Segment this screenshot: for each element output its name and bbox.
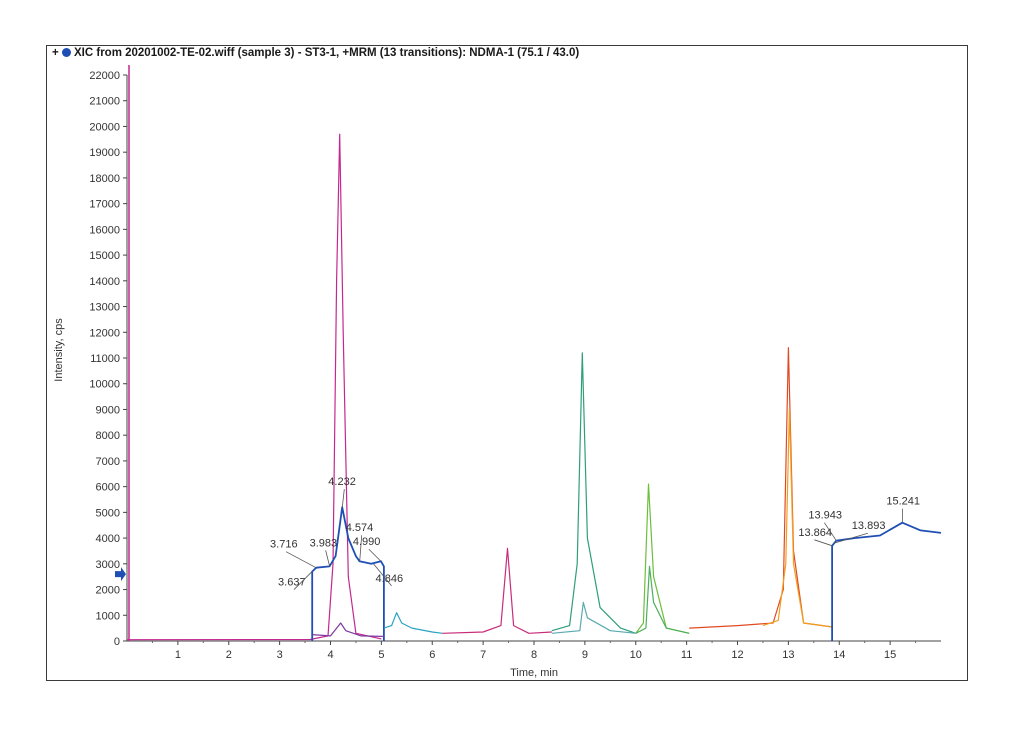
x-tick-label: 14 — [833, 649, 845, 661]
threshold-arrow-icon — [115, 567, 126, 582]
peak-leader-line — [833, 532, 868, 544]
y-tick-label: 8000 — [96, 430, 120, 442]
x-tick-label: 6 — [429, 649, 435, 661]
x-tick-label: 1 — [175, 649, 181, 661]
peak-label: 13.893 — [852, 520, 886, 532]
peak-leader-line — [824, 522, 837, 541]
peak-leader-line — [293, 571, 313, 590]
y-tick-label: 13000 — [89, 302, 120, 314]
peak-label: 3.983 — [310, 537, 338, 549]
x-tick-label: 11 — [681, 649, 692, 661]
peak-label: 13.864 — [798, 527, 832, 539]
peak-leader-line — [359, 535, 363, 562]
peak-leader-line — [368, 548, 382, 562]
series-line-7 — [551, 601, 636, 634]
y-tick-label: 9000 — [96, 404, 120, 416]
y-tick-label: 6000 — [96, 482, 120, 494]
y-tick-label: 17000 — [89, 199, 120, 211]
y-tick-label: 1000 — [96, 610, 120, 622]
x-tick-label: 9 — [582, 649, 588, 661]
peak-label: 13.943 — [808, 510, 842, 522]
y-tick-label: 2000 — [96, 585, 120, 597]
x-tick-label: 7 — [480, 649, 486, 661]
y-tick-label: 15000 — [89, 250, 120, 262]
series-line-12 — [831, 521, 942, 641]
peak-label: 4.232 — [328, 476, 356, 488]
y-tick-label: 14000 — [89, 276, 120, 288]
y-tick-label: 3000 — [96, 559, 120, 571]
peak-label: 3.716 — [270, 539, 298, 551]
chart-title: XIC from 20201002-TE-02.wiff (sample 3) … — [74, 47, 580, 59]
peak-label: 4.574 — [346, 522, 374, 534]
plus-icon[interactable]: + — [52, 47, 59, 59]
x-tick-label: 3 — [277, 649, 283, 661]
series-line-8 — [635, 483, 690, 634]
y-tick-label: 5000 — [96, 507, 120, 519]
peak-leader-line — [341, 489, 345, 508]
x-tick-label: 5 — [378, 649, 384, 661]
y-tick-label: 0 — [114, 636, 120, 648]
peak-label: 3.637 — [278, 577, 306, 589]
series-line-5 — [442, 547, 552, 634]
x-axis-label: Time, min — [510, 667, 558, 679]
x-tick-label: 4 — [327, 649, 333, 661]
peak-annotations: 3.716 3.983 3.637 4.232 4.574 4.990 4.846 13.94… — [270, 476, 920, 590]
axes: 0 1000 2000 3000 4000 5000 6000 7000 8000 9000 100… — [89, 70, 941, 661]
y-tick-label: 18000 — [89, 173, 120, 185]
series-line-1 — [126, 133, 382, 641]
x-tick-label: 15 — [884, 649, 896, 661]
peak-label: 15.241 — [886, 496, 920, 508]
series-line-4 — [383, 612, 443, 634]
x-tick-label: 2 — [226, 649, 232, 661]
peak-leader-line — [814, 539, 833, 547]
peak-leader-line — [285, 551, 317, 569]
series-line-6 — [551, 352, 636, 634]
x-tick-label: 12 — [731, 649, 743, 661]
x-tick-label: 10 — [630, 649, 642, 661]
y-tick-label: 20000 — [89, 121, 120, 133]
peak-label: 4.990 — [353, 536, 381, 548]
chart-frame — [46, 45, 968, 681]
y-tick-label: 21000 — [89, 96, 120, 108]
y-tick-label: 19000 — [89, 147, 120, 159]
peak-label: 4.846 — [376, 573, 404, 585]
y-tick-label: 4000 — [96, 533, 120, 545]
blue-dot-icon — [62, 48, 71, 57]
y-tick-label: 7000 — [96, 456, 120, 468]
y-tick-label: 16000 — [89, 224, 120, 236]
series-line-9 — [635, 565, 690, 634]
y-axis-label: Intensity, cps — [53, 318, 65, 382]
chart-title-bar: + XIC from 20201002-TE-02.wiff (sample 3)… — [52, 45, 579, 61]
series-line-3 — [312, 622, 384, 637]
y-tick-label: 22000 — [89, 70, 120, 82]
series-line-11 — [762, 408, 832, 628]
y-tick-label: 10000 — [89, 379, 120, 391]
x-tick-label: 13 — [782, 649, 794, 661]
y-tick-label: 12000 — [89, 327, 120, 339]
peak-leader-line — [325, 550, 331, 567]
y-tick-label: 11000 — [90, 353, 120, 365]
peak-leader-line — [373, 563, 392, 587]
x-tick-label: 8 — [531, 649, 537, 661]
series-layer — [126, 65, 942, 641]
series-line-10 — [689, 347, 832, 629]
